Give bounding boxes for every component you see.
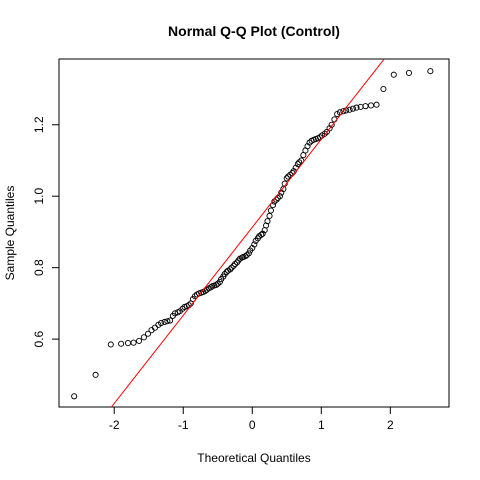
x-tick-label: 1	[318, 418, 325, 432]
data-point	[264, 218, 271, 225]
data-points	[71, 68, 434, 400]
data-point	[298, 157, 305, 164]
data-point	[230, 262, 237, 269]
data-point	[140, 334, 147, 341]
data-point	[340, 108, 347, 115]
data-point	[350, 105, 357, 112]
x-tick-label: -2	[109, 418, 120, 432]
x-tick-label: 2	[387, 418, 394, 432]
data-point	[390, 71, 397, 78]
y-tick-label: 0.6	[32, 330, 46, 347]
data-point	[227, 266, 234, 273]
data-point	[71, 393, 78, 400]
data-point	[294, 160, 301, 168]
data-point	[380, 85, 387, 93]
data-point	[124, 339, 132, 347]
data-point	[92, 371, 99, 378]
data-point	[427, 68, 434, 75]
data-point	[266, 212, 273, 219]
data-point	[167, 317, 174, 324]
data-point	[136, 337, 143, 344]
data-point	[161, 318, 168, 326]
data-point	[276, 193, 283, 200]
data-point	[267, 207, 274, 214]
data-point	[280, 186, 287, 193]
y-axis: 0.6 0.8 1.0 1.2	[32, 116, 60, 347]
x-tick-label: 0	[249, 418, 256, 432]
x-tick-label: -1	[178, 418, 189, 432]
data-point	[251, 241, 258, 248]
data-point	[144, 330, 152, 337]
data-point	[107, 341, 114, 348]
data-point	[373, 101, 380, 108]
plot-area	[58, 58, 450, 408]
reference-line	[111, 58, 385, 408]
data-point	[171, 310, 179, 317]
data-point	[258, 231, 265, 238]
x-axis: -2 -1 0 1 2	[109, 406, 394, 432]
data-point	[362, 103, 369, 110]
y-tick-label: 1.0	[32, 188, 46, 205]
data-point	[216, 278, 223, 285]
y-tick-label: 1.2	[32, 116, 46, 133]
data-point	[353, 104, 360, 111]
data-point	[405, 69, 413, 76]
data-point	[346, 106, 353, 113]
data-point	[263, 222, 270, 229]
data-point	[130, 339, 137, 346]
y-tick-label: 0.8	[32, 259, 46, 276]
data-point	[367, 102, 375, 109]
data-point	[269, 202, 277, 209]
data-point	[118, 340, 125, 347]
data-point	[158, 319, 165, 327]
data-point	[207, 284, 214, 291]
data-point	[164, 318, 171, 325]
y-axis-label: Sample Quantiles	[3, 186, 17, 281]
x-axis-label: Theoretical Quantiles	[197, 451, 310, 465]
chart-title: Normal Q-Q Plot (Control)	[168, 23, 340, 39]
data-point	[328, 121, 335, 128]
data-point	[245, 250, 252, 257]
data-point	[283, 175, 290, 182]
